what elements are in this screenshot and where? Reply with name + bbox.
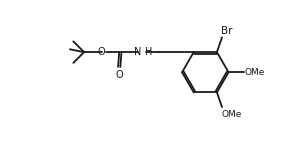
- Text: O: O: [98, 47, 105, 57]
- Text: OMe: OMe: [221, 110, 242, 119]
- Text: N: N: [134, 47, 141, 57]
- Text: OMe: OMe: [245, 68, 265, 77]
- Text: Br: Br: [221, 26, 233, 36]
- Text: O: O: [115, 70, 123, 80]
- Text: H: H: [145, 47, 153, 57]
